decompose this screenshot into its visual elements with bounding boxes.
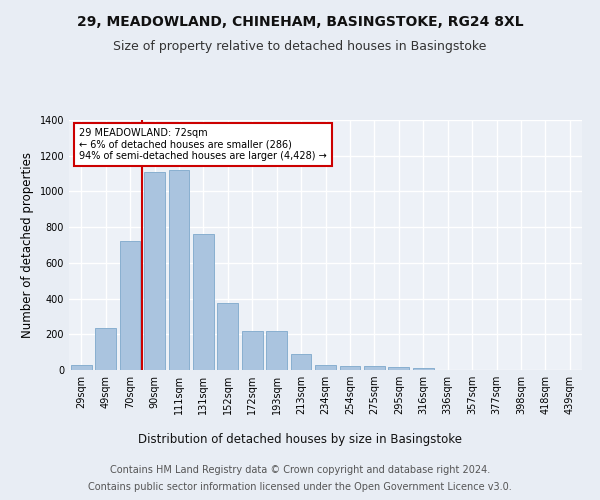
Text: 29 MEADOWLAND: 72sqm
← 6% of detached houses are smaller (286)
94% of semi-detac: 29 MEADOWLAND: 72sqm ← 6% of detached ho… [79,128,327,160]
Bar [388,368,409,370]
Y-axis label: Number of detached properties: Number of detached properties [21,152,34,338]
Bar [266,330,287,370]
Bar [169,170,190,370]
Bar [71,364,92,370]
Text: Size of property relative to detached houses in Basingstoke: Size of property relative to detached ho… [113,40,487,53]
Bar [290,354,311,370]
Bar [364,366,385,370]
Text: Contains public sector information licensed under the Open Government Licence v3: Contains public sector information licen… [88,482,512,492]
Bar [217,303,238,370]
Text: Contains HM Land Registry data © Crown copyright and database right 2024.: Contains HM Land Registry data © Crown c… [110,465,490,475]
Text: 29, MEADOWLAND, CHINEHAM, BASINGSTOKE, RG24 8XL: 29, MEADOWLAND, CHINEHAM, BASINGSTOKE, R… [77,15,523,29]
Bar [340,366,361,370]
Bar [315,364,336,370]
Bar [242,330,263,370]
Bar [95,328,116,370]
Bar [144,172,165,370]
Bar [193,234,214,370]
Bar [413,368,434,370]
Bar [119,240,140,370]
Text: Distribution of detached houses by size in Basingstoke: Distribution of detached houses by size … [138,432,462,446]
